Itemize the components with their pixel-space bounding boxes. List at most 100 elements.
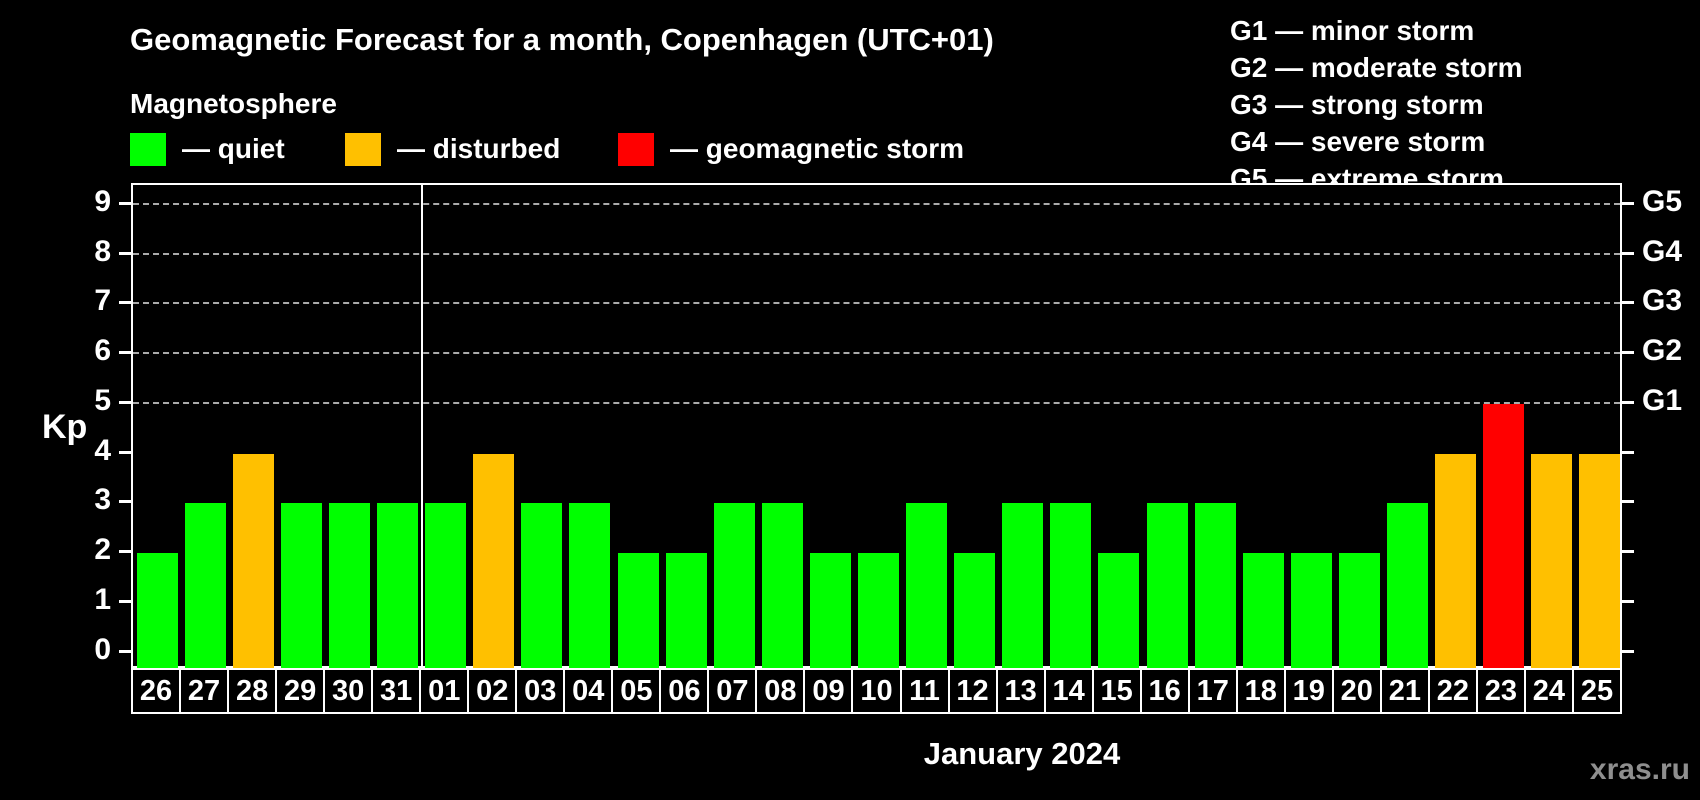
g-scale-legend-item-g3: G3 — strong storm (1230, 89, 1484, 120)
day-label-25: 25 (1580, 674, 1614, 707)
tick-right-0 (1622, 649, 1634, 653)
month-separator-line (420, 185, 423, 666)
legend-item-storm: — geomagnetic storm (618, 131, 964, 167)
day-label-17: 17 (1190, 670, 1238, 712)
y-axis-label-9: 9 (94, 184, 111, 218)
gridline-kp-6 (133, 352, 1620, 355)
day-label-26: 26 (133, 670, 182, 712)
g-axis-label-g2: G2 (1642, 334, 1683, 368)
tick-left-4 (119, 450, 131, 454)
bar-day-24 (1531, 453, 1573, 668)
tick-right-1 (1622, 599, 1634, 603)
bar-day-10 (858, 553, 899, 668)
day-label-29: 29 (277, 670, 326, 712)
y-axis-label-6: 6 (94, 334, 111, 368)
bar-day-01 (425, 503, 467, 668)
day-label-03: 03 (517, 670, 566, 712)
legend-label-storm: — geomagnetic storm (670, 133, 965, 164)
y-axis-title: Kp (42, 408, 88, 446)
bar-day-14 (1050, 503, 1092, 668)
bar-day-26 (136, 553, 178, 668)
day-label-09: 09 (805, 670, 854, 712)
legend-swatch-quiet-icon (130, 132, 166, 166)
tick-right-6 (1622, 351, 1634, 355)
day-label-21: 21 (1382, 670, 1430, 712)
y-axis-label-4: 4 (94, 433, 111, 467)
bar-day-23 (1483, 403, 1525, 668)
tick-left-7 (119, 301, 131, 305)
tick-right-3 (1622, 500, 1634, 504)
gridline-kp-8 (133, 252, 1620, 255)
g-axis-label-g1: G1 (1642, 383, 1683, 417)
day-label-06: 06 (661, 670, 710, 712)
chart-subtitle: Magnetosphere (130, 88, 337, 119)
day-label-01: 01 (421, 670, 470, 712)
y-axis-label-3: 3 (94, 483, 111, 517)
bar-day-22 (1435, 453, 1477, 668)
day-label-31: 31 (373, 670, 422, 712)
g-axis-label-g5: G5 (1642, 184, 1683, 218)
bar-day-03 (521, 503, 563, 668)
y-axis-label-0: 0 (94, 632, 111, 666)
tick-left-8 (119, 251, 131, 255)
bar-day-16 (1146, 503, 1188, 668)
g-scale-legend: G1 — minor storm G2 — moderate storm G3 … (1230, 12, 1523, 197)
day-label-15: 15 (1094, 670, 1142, 712)
tick-right-5 (1622, 400, 1634, 404)
tick-right-8 (1622, 251, 1634, 255)
bar-day-31 (377, 503, 419, 668)
legend-item-disturbed: — disturbed (345, 131, 560, 167)
plot-area (131, 183, 1622, 668)
day-label-30: 30 (325, 670, 374, 712)
bar-day-18 (1242, 553, 1284, 668)
day-label-13: 13 (998, 670, 1046, 712)
day-label-04: 04 (565, 670, 614, 712)
watermark: xras.ru (1589, 753, 1690, 786)
legend-swatch-disturbed-icon (345, 132, 381, 166)
bar-day-07 (713, 503, 755, 668)
bar-day-04 (569, 503, 611, 668)
tick-left-9 (119, 201, 131, 205)
bar-day-05 (617, 553, 659, 668)
day-label-28: 28 (229, 670, 278, 712)
bar-day-29 (280, 503, 322, 668)
gridline-kp-5 (133, 401, 1620, 404)
day-label-11: 11 (902, 670, 950, 712)
day-label-24: 24 (1526, 670, 1574, 712)
gridline-kp-9 (133, 202, 1620, 205)
day-label-02: 02 (469, 670, 518, 712)
day-label-19: 19 (1286, 670, 1334, 712)
bar-day-19 (1290, 553, 1332, 668)
tick-right-2 (1622, 550, 1634, 554)
day-label-08: 08 (757, 670, 806, 712)
tick-right-9 (1622, 201, 1634, 205)
y-axis-label-1: 1 (94, 582, 111, 616)
tick-left-5 (119, 400, 131, 404)
bar-day-28 (232, 453, 274, 668)
tick-left-3 (119, 500, 131, 504)
y-axis-label-2: 2 (94, 533, 111, 567)
bar-day-12 (954, 553, 996, 668)
bar-day-21 (1387, 503, 1429, 668)
y-axis-label-8: 8 (94, 234, 111, 268)
x-axis-day-strip: 26 27 28 29 30 31 01 02 03 04 05 06 07 08 09 10 11 12 13 14… (131, 668, 1622, 714)
g-scale-legend-item-g4: G4 — severe storm (1230, 126, 1486, 157)
tick-right-4 (1622, 450, 1634, 454)
bar-day-02 (473, 453, 515, 668)
day-label-05: 05 (613, 670, 662, 712)
day-label-20: 20 (1334, 670, 1382, 712)
bar-day-20 (1338, 553, 1380, 668)
tick-left-0 (119, 649, 131, 653)
tick-left-1 (119, 599, 131, 603)
bar-day-09 (809, 553, 851, 668)
day-label-27: 27 (181, 670, 230, 712)
bar-day-08 (761, 503, 803, 668)
tick-left-6 (119, 351, 131, 355)
g-scale-legend-item-g2: G2 — moderate storm (1230, 52, 1523, 83)
g-scale-legend-item-g1: G1 — minor storm (1230, 15, 1475, 46)
tick-left-2 (119, 550, 131, 554)
bar-day-25 (1579, 453, 1621, 668)
day-label-22: 22 (1430, 670, 1478, 712)
bar-day-30 (328, 503, 370, 668)
